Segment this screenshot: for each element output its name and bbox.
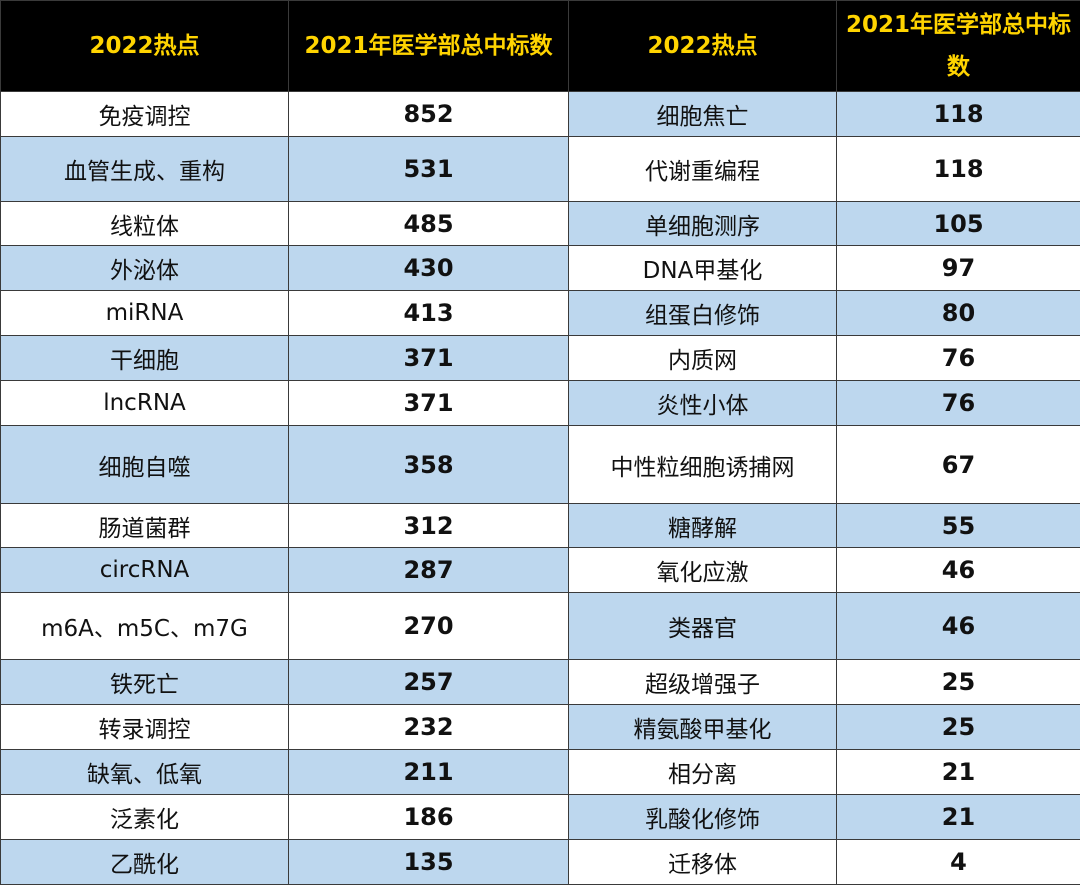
left-count-cell: 312 [288,503,569,548]
left-topic-cell: 乙酰化 [0,839,289,885]
table-row: 乙酰化 135 迁移体 4 [0,839,1080,885]
left-count-cell: 371 [288,335,569,381]
left-count-cell: 485 [288,201,569,246]
right-count-cell: 118 [836,91,1080,137]
right-count-cell: 97 [836,245,1080,291]
left-topic-cell: 缺氧、低氧 [0,749,289,795]
table-row: 肠道菌群 312 糖酵解 55 [0,503,1080,548]
left-count-cell: 358 [288,425,569,504]
left-topic-cell: 肠道菌群 [0,503,289,548]
right-count-cell: 80 [836,290,1080,336]
table-row: 铁死亡 257 超级增强子 25 [0,659,1080,705]
right-count-cell: 4 [836,839,1080,885]
table-row: 转录调控 232 精氨酸甲基化 25 [0,704,1080,750]
left-count-cell: 531 [288,136,569,202]
right-count-cell: 46 [836,547,1080,593]
table-row: 缺氧、低氧 211 相分离 21 [0,749,1080,795]
table-row: 外泌体 430 DNA甲基化 97 [0,245,1080,291]
table-row: 血管生成、重构 531 代谢重编程 118 [0,136,1080,202]
left-count-cell: 413 [288,290,569,336]
right-topic-cell: 乳酸化修饰 [568,794,837,840]
left-count-cell: 211 [288,749,569,795]
table-row: 线粒体 485 单细胞测序 105 [0,201,1080,246]
header-right-topic: 2022热点 [568,0,837,92]
table-row: circRNA 287 氧化应激 46 [0,547,1080,593]
table-row: 泛素化 186 乳酸化修饰 21 [0,794,1080,840]
left-count-cell: 135 [288,839,569,885]
left-topic-cell: miRNA [0,290,289,336]
left-topic-cell: 线粒体 [0,201,289,246]
right-topic-cell: 迁移体 [568,839,837,885]
left-count-cell: 232 [288,704,569,750]
left-topic-cell: 转录调控 [0,704,289,750]
header-left-count: 2021年医学部总中标数 [288,0,569,92]
left-topic-cell: 泛素化 [0,794,289,840]
table-row: miRNA 413 组蛋白修饰 80 [0,290,1080,336]
right-topic-cell: 类器官 [568,592,837,660]
left-count-cell: 186 [288,794,569,840]
right-topic-cell: 超级增强子 [568,659,837,705]
left-topic-cell: 外泌体 [0,245,289,291]
right-topic-cell: 糖酵解 [568,503,837,548]
right-topic-cell: 中性粒细胞诱捕网 [568,425,837,504]
left-topic-cell: circRNA [0,547,289,593]
left-topic-cell: lncRNA [0,380,289,426]
header-right-count: 2021年医学部总中标数 [836,0,1080,92]
left-count-cell: 430 [288,245,569,291]
left-count-cell: 257 [288,659,569,705]
left-count-cell: 270 [288,592,569,660]
right-count-cell: 76 [836,380,1080,426]
right-count-cell: 76 [836,335,1080,381]
table-row: lncRNA 371 炎性小体 76 [0,380,1080,426]
right-topic-cell: 组蛋白修饰 [568,290,837,336]
right-topic-cell: DNA甲基化 [568,245,837,291]
left-topic-cell: 干细胞 [0,335,289,381]
left-topic-cell: 免疫调控 [0,91,289,137]
left-topic-cell: 铁死亡 [0,659,289,705]
table-row: m6A、m5C、m7G 270 类器官 46 [0,592,1080,660]
right-topic-cell: 细胞焦亡 [568,91,837,137]
right-count-cell: 21 [836,749,1080,795]
right-topic-cell: 氧化应激 [568,547,837,593]
left-count-cell: 371 [288,380,569,426]
left-topic-cell: 细胞自噬 [0,425,289,504]
left-topic-cell: 血管生成、重构 [0,136,289,202]
table-row: 免疫调控 852 细胞焦亡 118 [0,91,1080,137]
table-row: 细胞自噬 358 中性粒细胞诱捕网 67 [0,425,1080,504]
right-topic-cell: 精氨酸甲基化 [568,704,837,750]
right-topic-cell: 单细胞测序 [568,201,837,246]
right-count-cell: 67 [836,425,1080,504]
right-count-cell: 55 [836,503,1080,548]
right-count-cell: 21 [836,794,1080,840]
right-count-cell: 46 [836,592,1080,660]
table-row: 干细胞 371 内质网 76 [0,335,1080,381]
left-count-cell: 287 [288,547,569,593]
right-count-cell: 105 [836,201,1080,246]
right-topic-cell: 内质网 [568,335,837,381]
header-row: 2022热点 2021年医学部总中标数 2022热点 2021年医学部总中标数 [0,0,1080,92]
table-body: 免疫调控 852 细胞焦亡 118 血管生成、重构 531 代谢重编程 118 线粒体 485 单细… [0,91,1080,885]
right-topic-cell: 代谢重编程 [568,136,837,202]
right-topic-cell: 相分离 [568,749,837,795]
right-count-cell: 25 [836,659,1080,705]
right-count-cell: 25 [836,704,1080,750]
left-topic-cell: m6A、m5C、m7G [0,592,289,660]
left-count-cell: 852 [288,91,569,137]
right-count-cell: 118 [836,136,1080,202]
right-topic-cell: 炎性小体 [568,380,837,426]
header-left-topic: 2022热点 [0,0,289,92]
